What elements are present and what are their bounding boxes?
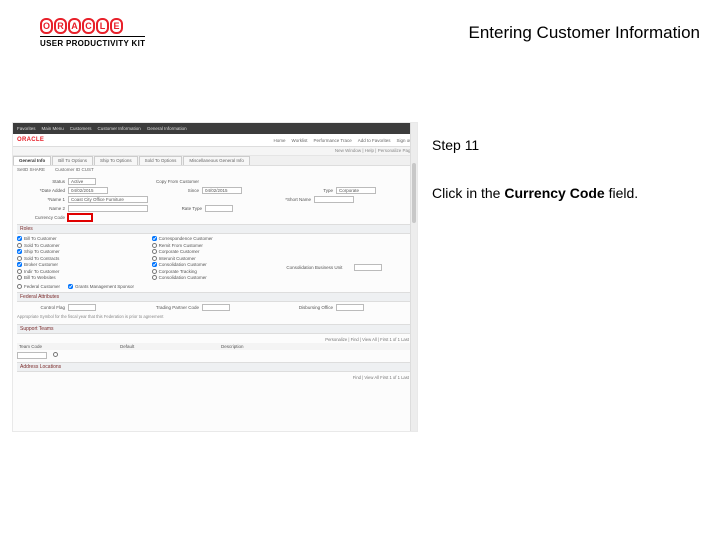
status-field[interactable]: Active [68,178,96,185]
role-check-grants[interactable]: Grants Management Sponsor [68,284,134,289]
role-check[interactable]: Sold To Contracts [17,256,59,261]
role-check[interactable]: Correspondence Customer [152,236,213,241]
default-check[interactable] [53,352,58,357]
custid-label: Customer ID CUST [55,167,94,175]
date-added-label: *Date Added [17,188,65,193]
topbar-item: Customers [70,126,92,131]
ratetype-field[interactable] [205,205,233,212]
type-label: Type [285,188,333,193]
step-label: Step 11 [432,134,692,156]
currency-code-field[interactable] [68,214,92,221]
tab-soldto[interactable]: Sold To Options [139,156,183,165]
controlflag-field[interactable] [68,304,96,311]
section-roles: Roles [17,224,413,234]
scrollbar[interactable] [410,123,417,431]
topbar-item: Main Menu [42,126,64,131]
name2-field[interactable] [68,205,148,212]
nav-item: Add to Favorites [358,138,391,143]
topbar-item: Favorites [17,126,36,131]
logo-r: R [54,18,67,34]
instr-bold: Currency Code [504,185,604,201]
type-field[interactable]: Corporate [336,187,376,194]
ss-subhead: SetID SHARE Customer ID CUST [13,166,417,176]
role-check-federal[interactable]: Federal Customer [17,284,60,289]
disbursing-label: Disbursing Office [285,305,333,310]
role-check[interactable]: Bill To Websites [17,275,56,280]
support-pager: Personalize | Find | View All | First 1 … [17,336,413,343]
oracle-logo-block: O R A C L E USER PRODUCTIVITY KIT [40,18,145,48]
name1-field[interactable]: Coast City Office Furniture [68,196,148,203]
consolidation-bu-label: Consolidation Business Unit [286,265,346,270]
since-field[interactable]: 04/02/2015 [202,187,242,194]
instr-before: Click in the [432,185,504,201]
instruction-text: Click in the Currency Code field. [432,182,692,204]
logo-subtitle: USER PRODUCTIVITY KIT [40,36,145,48]
tab-shipto[interactable]: Ship To Options [94,156,138,165]
support-col: Description [221,344,411,349]
logo-c: C [82,18,95,34]
controlflag-label: Control Flag [17,305,65,310]
section-federal: Federal Attributes [17,292,413,302]
role-check[interactable]: Corporate Customer [152,249,200,254]
ss-tabs: General Info Bill To Options Ship To Opt… [13,156,417,166]
tab-misc[interactable]: Miscellaneous General Info [183,156,250,165]
topbar-item: Customer Information [98,126,141,131]
role-check[interactable]: Bill To Customer [17,236,57,241]
application-screenshot: Favorites Main Menu Customers Customer I… [12,122,418,432]
page-title: Entering Customer Information [469,23,701,43]
instr-after: field. [605,185,638,201]
currency-code-label: Currency Code [17,215,65,220]
role-check[interactable]: Consolidation Customer [152,275,207,280]
role-check[interactable]: Indir To Customer [17,269,59,274]
logo-a: A [68,18,81,34]
scrollbar-thumb[interactable] [412,163,416,223]
support-col: Default [120,344,215,349]
consolidation-bu-field[interactable] [354,264,382,271]
role-check[interactable]: Interunit Customer [152,256,196,261]
tab-billto[interactable]: Bill To Options [52,156,93,165]
logo-o: O [40,18,53,34]
section-address: Address Locations [17,362,413,372]
support-col: Team Code [19,344,114,349]
nav-item: Worklist [292,138,308,143]
oracle-logo: O R A C L E [40,18,145,34]
ratetype-label: Rate Type [154,206,202,211]
name2-label: Name 2 [17,206,65,211]
tradingpartner-label: Trading Partner Code [151,305,199,310]
nav-item: Performance Trace [313,138,351,143]
ss-oracle-mini-logo: ORACLE [17,137,44,143]
teamcode-field[interactable] [17,352,47,359]
role-check[interactable]: Sold To Customer [17,243,60,248]
role-check[interactable]: Broker Customer [17,262,58,267]
role-check[interactable]: Consolidation Customer [152,262,207,267]
copy-label: Copy From Customer [151,179,199,184]
federal-note: Appropriate Symbol for the fiscal year t… [17,313,413,321]
nav-item: Home [274,138,286,143]
date-added-field[interactable]: 04/02/2015 [68,187,108,194]
shortname-label: *Short Name [263,197,311,202]
since-label: Since [151,188,199,193]
logo-l: L [96,18,109,34]
address-pager: Find | View All First 1 of 1 Last [17,374,413,381]
ss-topbar: Favorites Main Menu Customers Customer I… [13,123,417,134]
shortname-field[interactable] [314,196,354,203]
ss-breadcrumb: New Window | Help | Personalize Page [13,147,417,156]
tab-general-info[interactable]: General Info [13,156,51,165]
role-check[interactable]: Corporate Tracking [152,269,197,274]
tradingpartner-field[interactable] [202,304,230,311]
role-check[interactable]: Ship To Customer [17,249,60,254]
section-support: Support Teams [17,324,413,334]
role-check[interactable]: Remit From Customer [152,243,203,248]
logo-e: E [110,18,123,34]
instruction-panel: Step 11 Click in the Currency Code field… [432,134,692,205]
topbar-item: General Information [147,126,187,131]
setid-label: SetID SHARE [17,167,45,175]
disbursing-field[interactable] [336,304,364,311]
status-label: Status [17,179,65,184]
ss-oraclebar: ORACLE Home Worklist Performance Trace A… [13,134,417,147]
name1-label: *Name 1 [17,197,65,202]
